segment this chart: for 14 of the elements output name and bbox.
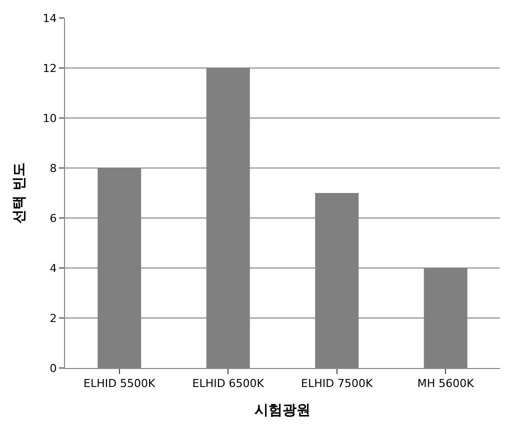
y-axis-title: 선택 빈도 bbox=[11, 162, 28, 224]
y-tick-label: 4 bbox=[50, 262, 57, 275]
y-tick-label: 12 bbox=[42, 62, 57, 75]
x-tick-label: ELHID 7500K bbox=[300, 377, 374, 390]
y-tick-label: 8 bbox=[50, 162, 57, 175]
x-tick-label: MH 5600K bbox=[417, 377, 475, 390]
y-tick-label: 2 bbox=[50, 312, 57, 325]
x-axis-title: 시험광원 bbox=[254, 402, 310, 418]
y-tick-label: 14 bbox=[42, 12, 57, 25]
x-tick-label: ELHID 5500K bbox=[83, 377, 156, 390]
y-tick-label: 6 bbox=[50, 212, 57, 225]
y-tick-label: 0 bbox=[50, 362, 57, 375]
y-tick-label: 10 bbox=[42, 112, 57, 125]
x-tick-label: ELHID 6500K bbox=[192, 377, 265, 390]
